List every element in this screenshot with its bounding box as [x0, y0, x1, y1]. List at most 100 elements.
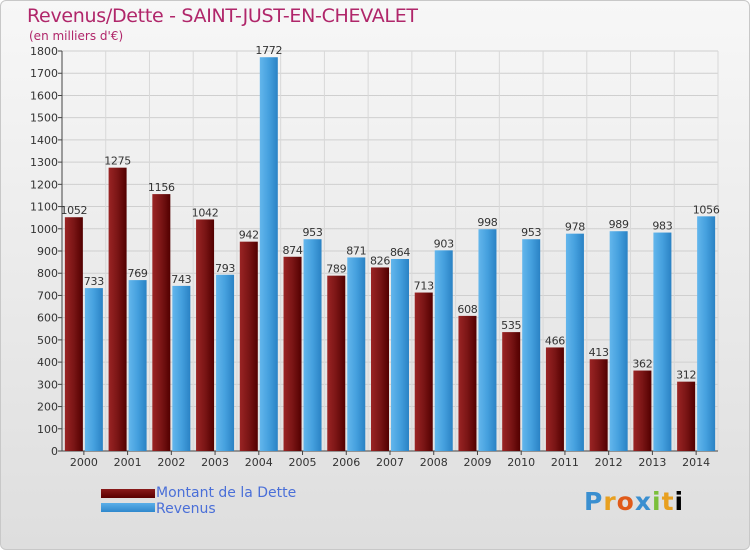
- y-tick-label: 1300: [30, 156, 58, 169]
- x-tick-label: 2008: [420, 456, 448, 469]
- y-tick-label: 400: [37, 356, 58, 369]
- y-tick-label: 700: [37, 289, 58, 302]
- bar-revenue: [259, 57, 278, 451]
- chart-title: Revenus/Dette - SAINT-JUST-EN-CHEVALET: [27, 5, 418, 27]
- data-label-debt: 1052: [60, 204, 87, 217]
- bar-revenue: [216, 274, 235, 451]
- x-tick-label: 2002: [157, 456, 185, 469]
- x-tick-label: 2005: [289, 456, 317, 469]
- x-tick-label: 2013: [638, 456, 666, 469]
- x-tick-label: 2009: [463, 456, 491, 469]
- bar-debt: [327, 275, 346, 451]
- bar-revenue: [565, 233, 584, 451]
- bar-debt: [64, 217, 83, 451]
- x-tick-label: 2010: [507, 456, 535, 469]
- bar-debt: [545, 347, 564, 451]
- bar-revenue: [391, 259, 409, 451]
- data-label-debt: 1042: [192, 206, 219, 219]
- bar-debt: [239, 241, 258, 451]
- bar-debt: [677, 381, 696, 451]
- bar-revenue: [128, 280, 147, 451]
- data-label-debt: 826: [370, 254, 390, 267]
- data-label-debt: 312: [676, 369, 696, 382]
- y-tick-label: 1100: [30, 201, 58, 214]
- y-tick-label: 0: [51, 445, 58, 458]
- bar-revenue: [172, 285, 191, 451]
- x-tick-label: 2004: [245, 456, 273, 469]
- bar-revenue: [434, 250, 453, 451]
- y-tick-label: 1800: [30, 45, 58, 58]
- x-tick-label: 2012: [595, 456, 623, 469]
- bar-debt: [283, 256, 302, 451]
- y-tick-label: 900: [37, 245, 58, 258]
- data-label-debt: 789: [326, 263, 346, 276]
- x-tick-label: 2006: [332, 456, 360, 469]
- bar-layer: [64, 57, 716, 451]
- data-label-revenue: 1056: [693, 203, 720, 216]
- y-tick-label: 1500: [30, 112, 58, 125]
- data-label-debt: 874: [282, 244, 302, 257]
- data-label-revenue: 743: [171, 273, 191, 286]
- data-label-revenue: 983: [652, 220, 672, 233]
- data-label-revenue: 903: [434, 237, 454, 250]
- y-tick-label: 1700: [30, 67, 58, 80]
- data-label-debt: 942: [239, 229, 259, 242]
- data-label-debt: 535: [501, 319, 521, 332]
- data-label-revenue: 769: [128, 267, 148, 280]
- data-label-revenue: 998: [477, 216, 497, 229]
- data-label-debt: 362: [632, 358, 652, 371]
- y-tick-label: 800: [37, 267, 58, 280]
- data-label-revenue: 953: [302, 226, 322, 239]
- legend-swatch-debt: [101, 489, 155, 498]
- data-label-revenue: 978: [565, 221, 585, 234]
- label-layer: 1052733127576911567431042793942177287495…: [60, 44, 720, 382]
- data-label-revenue: 871: [346, 244, 366, 257]
- y-tick-label: 100: [37, 423, 58, 436]
- bar-revenue: [478, 229, 497, 451]
- x-tick-label: 2014: [682, 456, 710, 469]
- x-tick-label: 2001: [114, 456, 142, 469]
- bar-debt: [371, 267, 389, 451]
- y-tick-label: 200: [37, 401, 58, 414]
- data-label-revenue: 793: [215, 262, 235, 275]
- proxiti-logo: Proxiti: [584, 487, 685, 516]
- data-label-revenue: 953: [521, 226, 541, 239]
- data-label-debt: 1275: [104, 155, 131, 168]
- y-tick-label: 500: [37, 334, 58, 347]
- bar-revenue: [653, 232, 672, 451]
- legend-label-debt: Montant de la Dette: [156, 485, 297, 501]
- legend-swatch-revenue: [101, 503, 155, 512]
- data-label-revenue: 864: [390, 246, 410, 259]
- bar-revenue: [697, 216, 716, 451]
- x-tick-label: 2007: [376, 456, 404, 469]
- y-tick-label: 1600: [30, 89, 58, 102]
- y-tick-label: 600: [37, 312, 58, 325]
- legend-label-revenue: Revenus: [156, 501, 216, 517]
- y-tick-label: 1200: [30, 178, 58, 191]
- data-label-debt: 608: [457, 303, 477, 316]
- bar-debt: [458, 315, 477, 451]
- data-label-debt: 466: [545, 334, 565, 347]
- y-tick-label: 1000: [30, 223, 58, 236]
- bar-debt: [196, 219, 215, 451]
- y-tick-label: 300: [37, 378, 58, 391]
- data-label-debt: 713: [414, 280, 434, 293]
- data-label-debt: 413: [589, 346, 609, 359]
- chart-subtitle: (en milliers d'€): [29, 29, 124, 43]
- bar-debt: [152, 194, 171, 451]
- data-label-debt: 1156: [148, 181, 175, 194]
- bar-debt: [414, 292, 433, 451]
- bar-debt: [108, 167, 127, 451]
- x-tick-label: 2011: [551, 456, 579, 469]
- y-tick-label: 1400: [30, 134, 58, 147]
- data-label-revenue: 733: [84, 275, 104, 288]
- x-tick-label: 2003: [201, 456, 229, 469]
- bar-revenue: [84, 288, 103, 451]
- bar-revenue: [303, 239, 322, 451]
- bar-debt: [633, 370, 652, 451]
- bar-revenue: [609, 231, 628, 451]
- bar-revenue: [347, 257, 366, 451]
- bar-debt: [589, 359, 608, 451]
